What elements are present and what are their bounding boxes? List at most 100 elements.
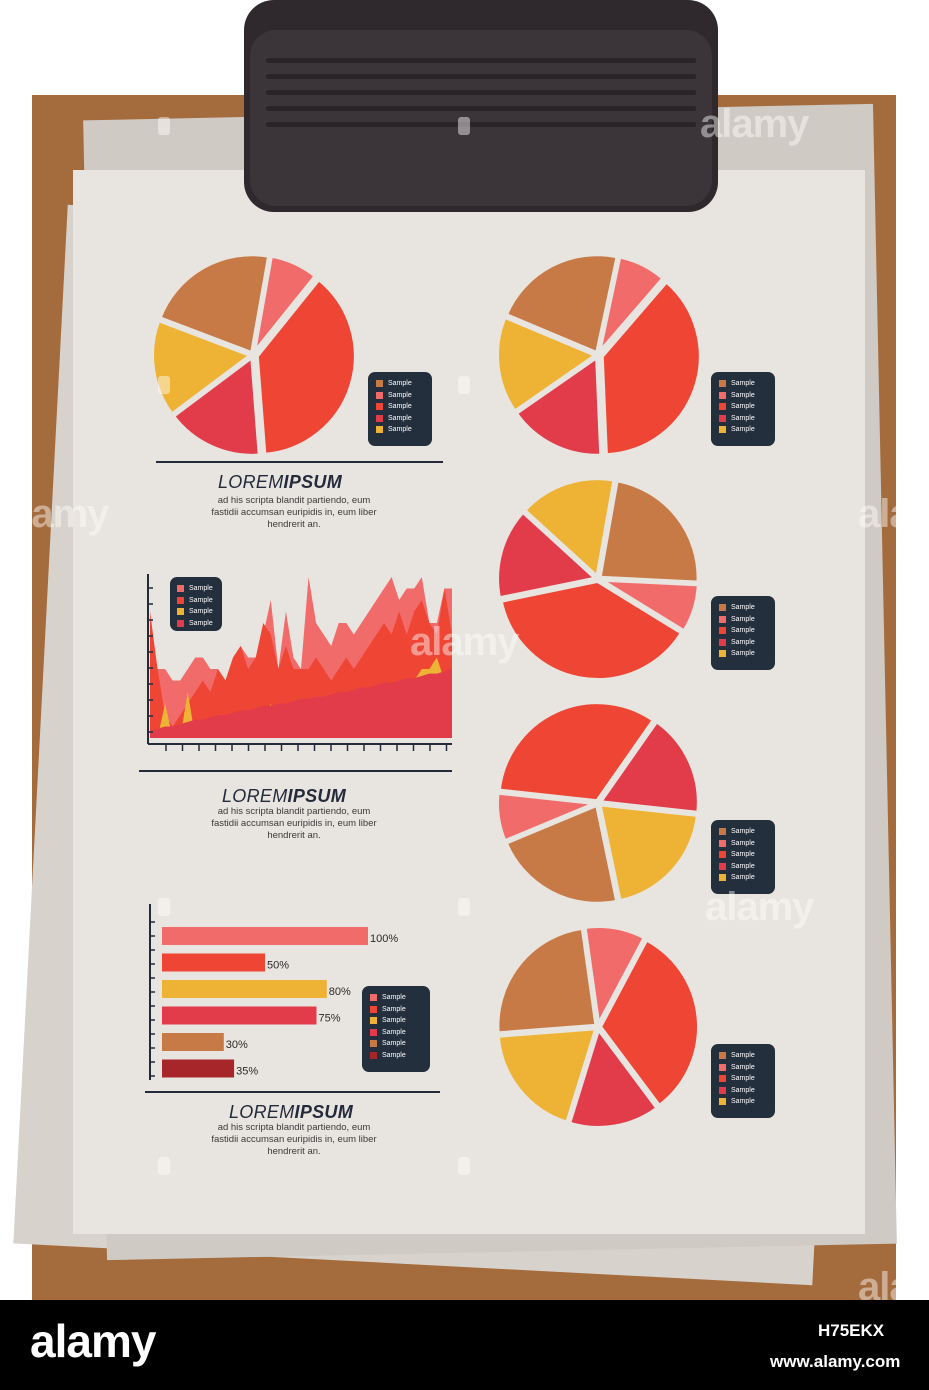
legend-label: Sample <box>388 380 412 388</box>
legend-item: Sample <box>177 583 215 595</box>
legend-item: Sample <box>370 992 422 1004</box>
legend-swatch <box>370 1028 377 1036</box>
image-id: H75EKX <box>818 1321 885 1340</box>
legend-item: Sample <box>370 1027 422 1039</box>
legend-item: Sample <box>719 1062 767 1074</box>
watermark: alamy <box>410 620 519 664</box>
legend-item: Sample <box>719 424 767 436</box>
pie-slice <box>150 318 254 417</box>
legend-item: Sample <box>719 838 767 850</box>
legend-swatch <box>370 1005 377 1013</box>
watermark: alamy <box>0 492 109 536</box>
legend-swatch <box>719 391 726 399</box>
legend-item: Sample <box>177 606 215 618</box>
legend-swatch <box>719 604 726 612</box>
bar <box>162 927 368 945</box>
bar <box>162 953 265 972</box>
bar-value-label: 50% <box>267 960 289 972</box>
legend-label: Sample <box>189 619 213 627</box>
pie-slice <box>597 802 700 904</box>
legend-item: Sample <box>376 424 424 436</box>
pie-slice <box>503 802 620 906</box>
legend-swatch <box>719 839 726 847</box>
legend-label: Sample <box>382 994 406 1002</box>
legend-item: Sample <box>719 861 767 873</box>
watermark <box>158 1157 170 1175</box>
legend-label: Sample <box>388 414 412 422</box>
divider <box>145 1091 440 1093</box>
pie-slice <box>597 478 701 585</box>
watermark <box>458 1157 470 1175</box>
legend: Sample Sample Sample Sample Sample <box>711 1044 775 1118</box>
legend-swatch <box>376 391 383 399</box>
legend-label: Sample <box>189 596 213 604</box>
legend-item: Sample <box>719 1073 767 1085</box>
watermark: alamy <box>705 885 814 929</box>
bar <box>162 1033 224 1051</box>
watermark <box>908 248 920 266</box>
legend-label: Sample <box>382 1028 406 1036</box>
legend-label: Sample <box>731 1075 755 1083</box>
pie-slice <box>567 1026 660 1130</box>
legend-swatch <box>719 414 726 422</box>
legend-swatch <box>370 1017 377 1025</box>
watermark <box>458 117 470 135</box>
legend-label: Sample <box>731 380 755 388</box>
legend-swatch <box>177 596 184 604</box>
legend-label: Sample <box>731 615 755 623</box>
legend-swatch <box>719 1075 726 1083</box>
legend-item: Sample <box>719 614 767 626</box>
pie-slice <box>495 790 599 844</box>
pie-slice <box>495 314 599 414</box>
pie-chart-5 <box>495 924 701 1130</box>
legend-item: Sample <box>719 378 767 390</box>
pie-slice <box>496 700 656 804</box>
watermark <box>158 898 170 916</box>
pie-chart-3 <box>495 476 701 682</box>
legend: Sample Sample Sample Sample Sample <box>368 372 432 446</box>
pie-slice <box>495 509 599 601</box>
legend-label: Sample <box>731 403 755 411</box>
area-series <box>150 669 452 738</box>
legend-label: Sample <box>731 1052 755 1060</box>
pie-slice <box>582 924 647 1028</box>
legend-swatch <box>719 650 726 658</box>
legend-swatch <box>719 638 726 646</box>
legend-swatch <box>719 380 726 388</box>
legend-swatch <box>719 426 726 434</box>
legend-swatch <box>177 619 184 627</box>
legend-label: Sample <box>731 604 755 612</box>
legend-swatch <box>719 851 726 859</box>
legend-swatch <box>177 608 184 616</box>
footer-url: www.alamy.com <box>770 1352 901 1371</box>
watermark: alamy <box>858 492 929 536</box>
legend: Sample Sample Sample Sample Sample <box>711 596 775 670</box>
legend-swatch <box>177 585 184 593</box>
pie-slice <box>157 252 272 356</box>
block-title: LOREMIPSUM <box>229 1102 354 1122</box>
footer-bar <box>0 1300 929 1390</box>
legend-swatch <box>719 874 726 882</box>
legend-item: Sample <box>370 1015 422 1027</box>
legend-item: Sample <box>719 602 767 614</box>
bar-value-label: 35% <box>236 1066 258 1078</box>
legend-item: Sample <box>719 413 767 425</box>
block-description: ad his scripta blandit partiendo, eum fas… <box>211 806 377 841</box>
footer-logo: alamy <box>30 1315 156 1367</box>
legend-item: Sample <box>719 1096 767 1108</box>
bar <box>162 980 327 998</box>
divider <box>156 461 443 463</box>
block-title: LOREMIPSUM <box>222 786 347 806</box>
block-description: ad his scripta blandit partiendo, eum fas… <box>211 1122 377 1157</box>
pie-slice <box>503 252 620 356</box>
legend-swatch <box>719 627 726 635</box>
pie-slice <box>599 279 703 458</box>
legend-label: Sample <box>388 426 412 434</box>
legend-label: Sample <box>731 426 755 434</box>
legend-label: Sample <box>731 627 755 635</box>
legend-label: Sample <box>731 1063 755 1071</box>
bar <box>162 1059 235 1078</box>
legend-label: Sample <box>731 1086 755 1094</box>
legend-item: Sample <box>177 595 215 607</box>
legend: Sample Sample Sample Sample Sample Sample <box>362 986 430 1072</box>
